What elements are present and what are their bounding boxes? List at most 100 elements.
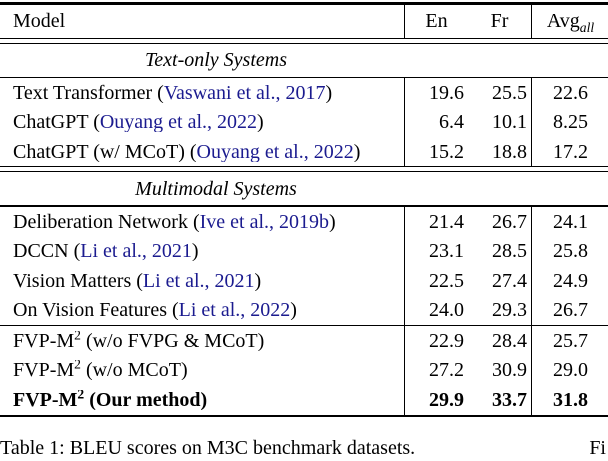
- model-name: Deliberation Network (: [13, 211, 200, 232]
- en-score: 24.0: [429, 299, 464, 322]
- score-cells: 21.4 26.7: [404, 206, 531, 237]
- column-header-avg: Avgall: [546, 10, 594, 34]
- avg-score: 25.8: [553, 240, 588, 263]
- avg-score: 29.0: [553, 359, 588, 382]
- score-cells: 24.0 29.3: [404, 295, 531, 325]
- en-score: 22.9: [429, 329, 464, 352]
- avg-score: 25.7: [553, 329, 588, 352]
- citation-link[interactable]: Li et al., 2022: [178, 300, 291, 321]
- model-name: Text Transformer (: [13, 82, 164, 103]
- score-cells: 29.9 33.7: [404, 385, 531, 415]
- score-cells: 23.1 28.5: [404, 236, 531, 266]
- model-cell: On Vision Features (Li et al., 2022): [0, 300, 404, 320]
- table-row: FVP-M2 (w/o FVPG & MCoT) 22.9 28.4 25.7: [0, 326, 608, 356]
- column-header-model: Model: [13, 11, 66, 31]
- citation-link[interactable]: Li et al., 2021: [142, 270, 255, 291]
- model-superscript: 2: [77, 389, 85, 402]
- fr-score: 10.1: [492, 111, 527, 134]
- avg-score: 22.6: [553, 81, 588, 104]
- model-name-suffix: (w/o FVPG & MCoT): [80, 330, 265, 351]
- model-name-suffix: ): [191, 241, 199, 262]
- model-name-suffix: ): [290, 300, 297, 321]
- score-cells: 27.2 30.9: [404, 355, 531, 386]
- table-row: Vision Matters (Li et al., 2021) 22.5 27…: [0, 265, 608, 296]
- avg-cell: 8.25: [531, 107, 608, 137]
- table-row: ChatGPT (w/ MCoT) (Ouyang et al., 2022) …: [0, 136, 608, 167]
- avg-score: 8.25: [553, 111, 588, 134]
- model-cell: Vision Matters (Li et al., 2021): [0, 271, 404, 291]
- model-name-suffix: ): [254, 270, 262, 291]
- en-score: 15.2: [429, 140, 464, 163]
- table-bottom-rule: [0, 414, 608, 418]
- en-score: 6.4: [439, 111, 464, 134]
- section-rule: [0, 205, 608, 207]
- en-score: 23.1: [429, 240, 464, 263]
- fr-score: 29.3: [492, 299, 527, 322]
- citation-link[interactable]: Ive et al., 2019b: [199, 211, 330, 232]
- en-score: 22.5: [429, 269, 464, 292]
- avg-cell: 22.6: [531, 77, 608, 108]
- model-name-suffix: ): [353, 141, 361, 162]
- fr-score: 26.7: [492, 210, 527, 233]
- en-score: 29.9: [429, 388, 464, 411]
- avg-cell: 26.7: [531, 295, 608, 325]
- avg-cell: 24.1: [531, 206, 608, 237]
- fr-score: 28.5: [492, 240, 527, 263]
- model-name: ChatGPT (w/ MCoT) (: [13, 141, 197, 162]
- header-double-rule: [0, 37, 608, 44]
- avg-score: 17.2: [553, 140, 588, 163]
- caption-text: Table 1: BLEU scores on M3C benchmark da…: [0, 437, 416, 460]
- model-cell: Deliberation Network (Ive et al., 2019b): [0, 212, 404, 232]
- avg-score: 24.1: [553, 210, 588, 233]
- avg-score: 24.9: [553, 269, 588, 292]
- score-columns-header: En Fr: [404, 4, 531, 38]
- table-row: Text Transformer (Vaswani et al., 2017) …: [0, 77, 608, 108]
- column-header-fr: Fr: [490, 10, 509, 32]
- table-top-rule: [0, 2, 608, 5]
- model-name: FVP-M: [13, 330, 75, 351]
- avg-cell: 24.9: [531, 265, 608, 296]
- score-cells: 6.4 10.1: [404, 107, 531, 137]
- citation-link[interactable]: Ouyang et al., 2022: [99, 112, 258, 133]
- fr-score: 25.5: [492, 81, 527, 104]
- section-row-text-only: Text-only Systems: [0, 44, 608, 77]
- table-row: FVP-M2 (w/o MCoT) 27.2 30.9 29.0: [0, 355, 608, 386]
- citation-link[interactable]: Vaswani et al., 2017: [163, 82, 326, 103]
- avg-cell: 25.8: [531, 236, 608, 266]
- section-double-rule: [0, 166, 608, 173]
- model-name: DCCN (: [13, 241, 81, 262]
- model-name: FVP-M: [13, 360, 75, 381]
- avg-subscript: all: [579, 20, 595, 35]
- fr-score: 28.4: [492, 329, 527, 352]
- en-score: 19.6: [429, 81, 464, 104]
- section-rule: [0, 76, 608, 78]
- score-cells: 15.2 18.8: [404, 136, 531, 167]
- avg-score: 31.8: [553, 388, 588, 411]
- score-cells: 19.6 25.5: [404, 77, 531, 108]
- score-cells: 22.5 27.4: [404, 265, 531, 296]
- fr-score: 27.4: [492, 269, 527, 292]
- score-cells: 22.9 28.4: [404, 326, 531, 356]
- model-name-suffix: (Our method): [84, 389, 208, 410]
- model-name: FVP-M: [13, 389, 78, 410]
- en-score: 21.4: [429, 210, 464, 233]
- fr-score: 33.7: [492, 388, 527, 411]
- avg-cell: 17.2: [531, 136, 608, 167]
- table-row-our-method: FVP-M2 (Our method) 29.9 33.7 31.8: [0, 385, 608, 415]
- citation-link[interactable]: Li et al., 2021: [80, 241, 192, 262]
- avg-cell: 31.8: [531, 385, 608, 415]
- section-title-multimodal: Multimodal Systems: [135, 177, 297, 200]
- model-cell: FVP-M2 (w/o MCoT): [0, 360, 404, 380]
- fr-score: 18.8: [492, 140, 527, 163]
- table-row: On Vision Features (Li et al., 2022) 24.…: [0, 295, 608, 325]
- model-name-suffix: ): [325, 82, 333, 103]
- section-row-multimodal: Multimodal Systems: [0, 172, 608, 205]
- citation-link[interactable]: Ouyang et al., 2022: [196, 141, 354, 162]
- table-header-row: Model En Fr Avgall: [0, 4, 608, 38]
- avg-label: Avg: [546, 10, 580, 32]
- fr-score: 30.9: [492, 359, 527, 382]
- caption-text-fragment: Fi: [589, 437, 606, 460]
- table-row: Deliberation Network (Ive et al., 2019b)…: [0, 206, 608, 237]
